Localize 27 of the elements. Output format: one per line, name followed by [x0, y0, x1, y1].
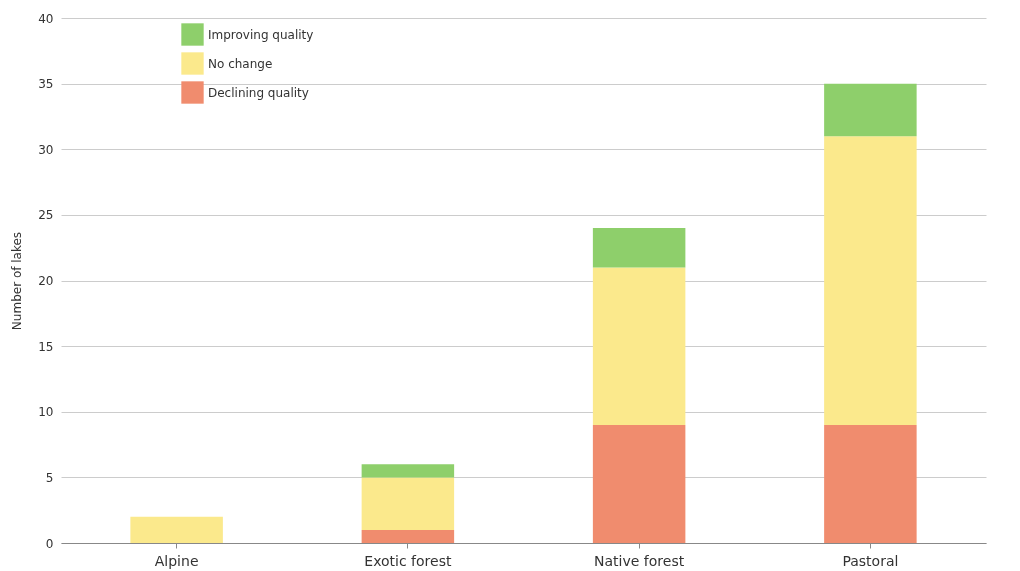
- y-tick-label: 20: [38, 274, 54, 288]
- x-tick-label: Native forest: [594, 552, 685, 569]
- bar: [130, 516, 223, 543]
- bar: [592, 424, 686, 543]
- bar: [361, 529, 455, 543]
- x-tick-label: Alpine: [154, 552, 199, 569]
- bar: [824, 136, 917, 425]
- legend-label: Declining quality: [208, 85, 309, 100]
- bar: [361, 477, 455, 530]
- y-tick-label: 35: [38, 77, 54, 92]
- y-tick-label: 15: [38, 339, 54, 354]
- legend-label: Improving quality: [208, 27, 314, 42]
- bar: [824, 83, 917, 137]
- bar: [592, 228, 686, 268]
- bar: [824, 424, 917, 543]
- y-tick-label: 10: [38, 405, 54, 420]
- y-tick-label: 25: [38, 208, 54, 223]
- x-tick-label: Pastoral: [842, 552, 899, 569]
- y-tick-label: 0: [45, 536, 54, 551]
- y-tick-label: 5: [45, 470, 54, 485]
- y-tick-label: 40: [38, 11, 54, 26]
- bar: [361, 464, 455, 478]
- legend-label: No change: [208, 56, 273, 71]
- x-tick-label: Exotic forest: [364, 552, 452, 569]
- bar: [592, 267, 686, 425]
- y-axis-title: Number of lakes: [10, 231, 25, 331]
- y-tick-label: 30: [38, 142, 54, 157]
